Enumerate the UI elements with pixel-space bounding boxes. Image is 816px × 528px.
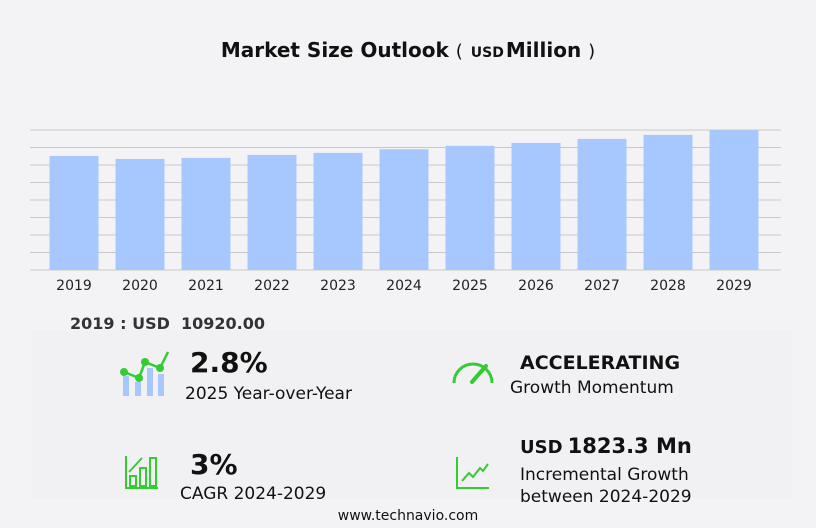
bar-2022	[247, 154, 297, 270]
incremental-label: Incremental Growth	[520, 465, 689, 485]
incremental-unit: USD	[520, 437, 563, 458]
bar-chart: 2019 2020 2021 2022 2023 2024 2025 2026 2027 2028…	[30, 129, 781, 294]
bar-2029	[709, 130, 759, 270]
x-tick-label: 2021	[188, 278, 224, 294]
bar-2028	[643, 134, 693, 270]
bar-2025	[445, 145, 495, 270]
incremental-growth-icon	[456, 457, 489, 489]
incremental-value: USD 1823.3 Mn	[520, 434, 692, 458]
x-tick-label: 2029	[716, 278, 752, 294]
momentum-value: ACCELERATING	[520, 352, 681, 374]
x-tick-label: 2025	[452, 278, 488, 294]
x-tick-label: 2023	[320, 278, 356, 294]
x-tick-label: 2026	[518, 278, 554, 294]
yoy-label: 2025 Year-over-Year	[185, 384, 352, 404]
title-unit: USD	[470, 45, 504, 61]
yoy-value: 2.8%	[190, 346, 268, 379]
bar-2020	[115, 158, 165, 270]
bar-2024	[379, 149, 429, 270]
growth-chart-icon	[120, 351, 170, 396]
x-tick-label: 2027	[584, 278, 620, 294]
incremental-period: between 2024-2029	[520, 487, 692, 507]
x-tick-label: 2019	[56, 278, 92, 294]
title-paren: (	[455, 41, 463, 62]
cagr-chart-icon	[125, 456, 158, 489]
chart-title: Market Size Outlook ( USD Million )	[0, 38, 816, 62]
bar-2019	[49, 155, 99, 270]
x-tick-label: 2024	[386, 278, 422, 294]
stats-panel	[32, 330, 792, 498]
first-year-value: 2019 : USD 10920.00	[70, 314, 265, 333]
x-tick-label: 2028	[650, 278, 686, 294]
incremental-number: 1823.3 Mn	[567, 434, 692, 458]
x-tick-label: 2022	[254, 278, 290, 294]
cagr-value: 3%	[190, 448, 238, 481]
title-paren: )	[588, 41, 596, 62]
first-year-label: 2019 : USD	[70, 314, 170, 333]
title-unit-label: Million	[505, 38, 582, 62]
bar-2026	[511, 142, 561, 270]
cagr-label: CAGR 2024-2029	[180, 484, 327, 504]
footer-url: www.technavio.com	[337, 508, 479, 524]
x-tick-label: 2020	[122, 278, 158, 294]
momentum-label: Growth Momentum	[510, 378, 674, 398]
first-year-number: 10920.00	[181, 314, 266, 333]
speedometer-icon	[452, 362, 494, 384]
title-text: Market Size Outlook	[220, 38, 449, 62]
bar-2023	[313, 152, 363, 270]
bar-2021	[181, 157, 231, 270]
bar-2027	[577, 138, 627, 270]
